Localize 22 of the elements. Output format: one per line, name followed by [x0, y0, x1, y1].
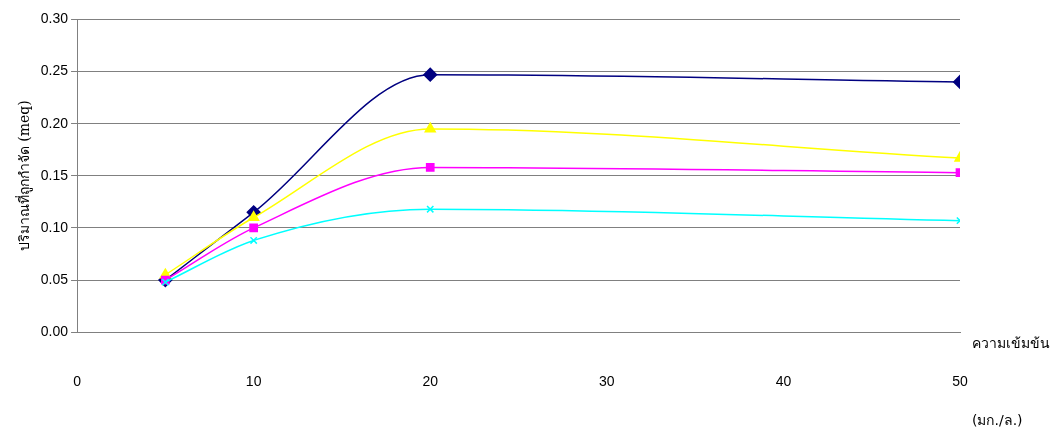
y-tick-label: 0.10 — [40, 218, 69, 235]
point — [247, 211, 260, 222]
x-tick-label: 10 — [245, 373, 262, 390]
point — [249, 236, 258, 245]
point — [423, 67, 438, 82]
x-tick-label: 20 — [422, 373, 439, 390]
x-tick-label: 0 — [73, 373, 82, 390]
point — [426, 205, 435, 214]
y-tick-label: 0.20 — [40, 114, 69, 131]
y-tick-label: 0.05 — [40, 270, 69, 287]
point — [249, 223, 258, 233]
y-axis-title: ปริมาณที่ถูกกำจัด (meq) — [15, 100, 34, 252]
y-tick-label: 0.15 — [40, 166, 69, 183]
y-tick-label: 0.25 — [40, 62, 69, 79]
text: ความเข้มข้น (มก./ล.) — [972, 334, 1050, 428]
x-tick-label: 30 — [599, 373, 615, 390]
y-tick-label: 0.00 — [40, 323, 69, 340]
point — [425, 163, 435, 172]
x-tick-label: 40 — [775, 373, 792, 390]
point — [424, 122, 436, 133]
y-tick-label: 0.30 — [40, 10, 69, 27]
x-tick-label: 50 — [952, 373, 968, 390]
